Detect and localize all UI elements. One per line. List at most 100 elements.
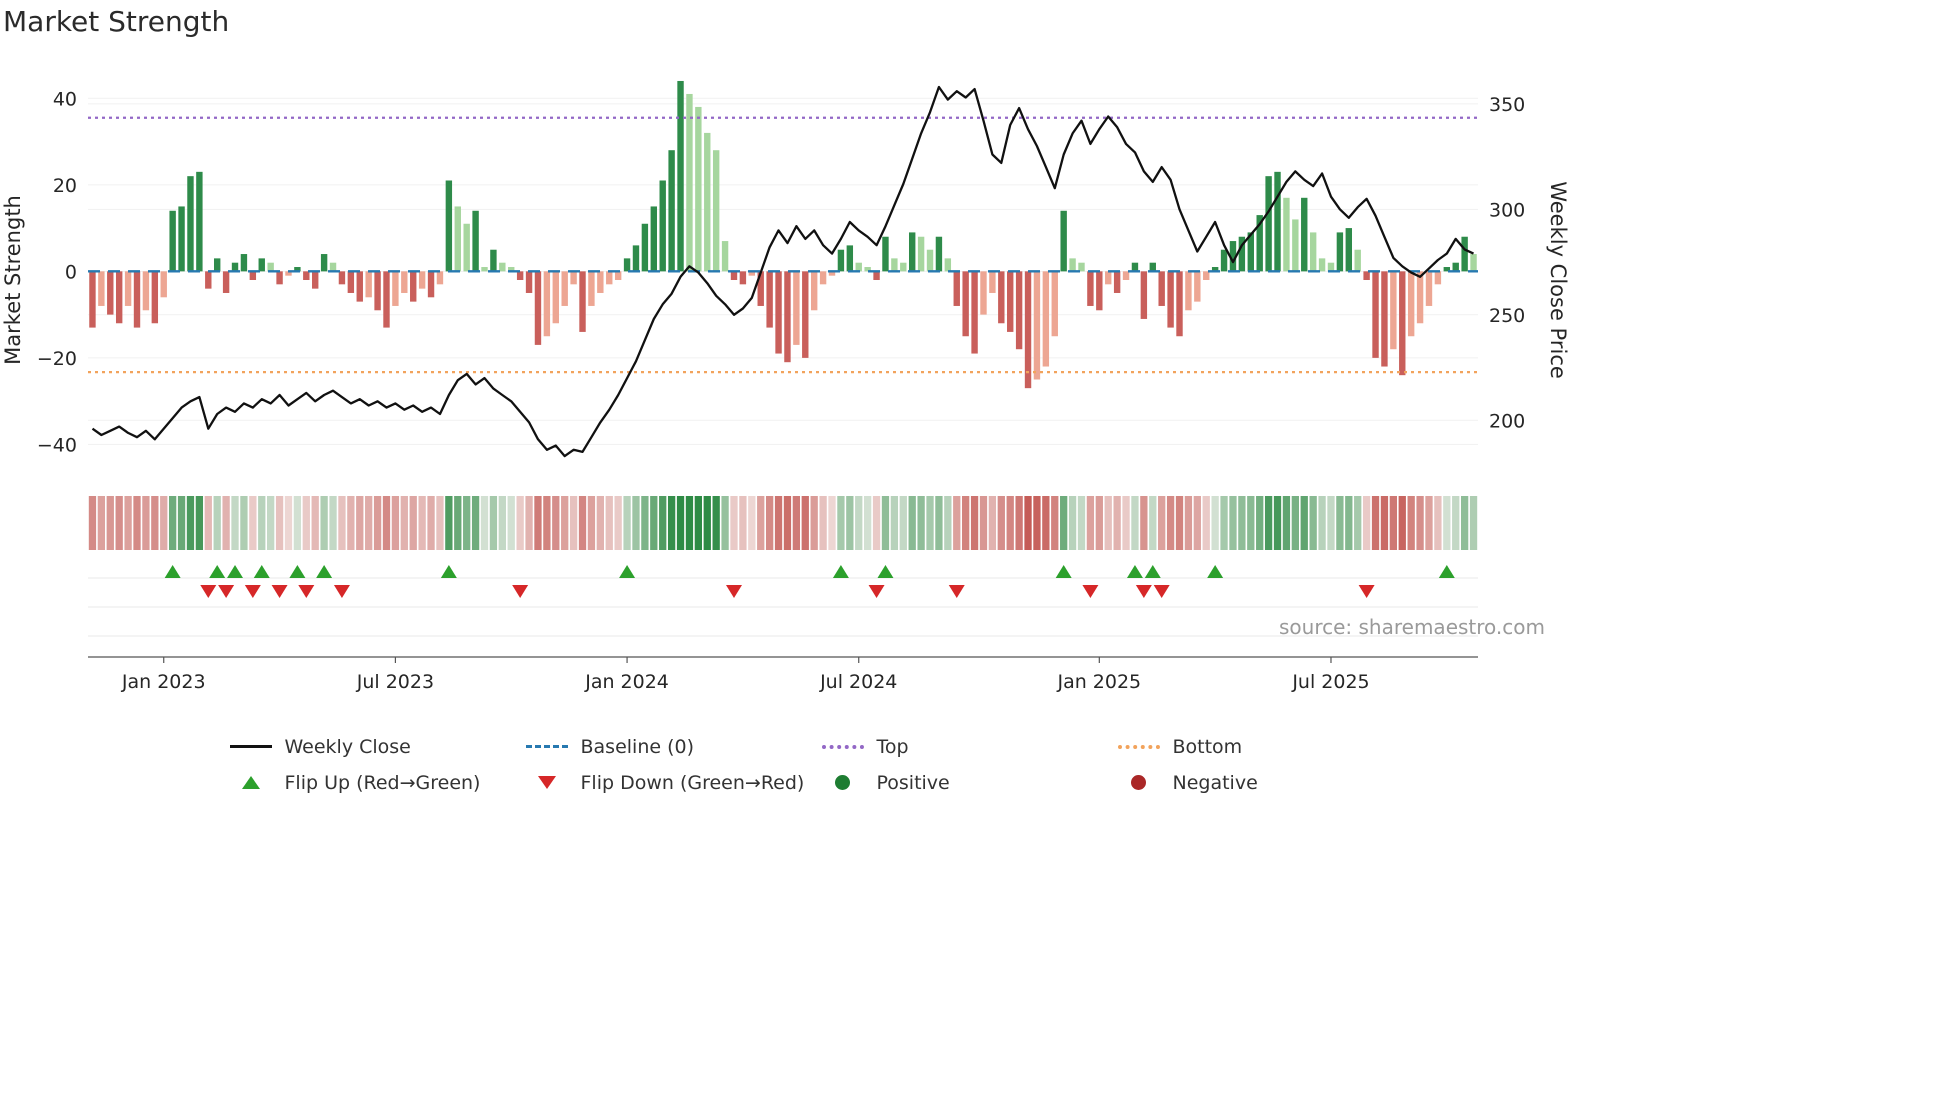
heatmap-cell — [890, 496, 899, 550]
strength-bar — [1167, 271, 1174, 328]
flip-down-marker — [200, 585, 217, 598]
strength-bar — [1327, 262, 1335, 272]
heatmap-cell — [730, 496, 738, 550]
strength-bar — [757, 271, 764, 306]
y-tick-label-right: 250 — [1489, 305, 1525, 327]
heatmap-cell — [258, 496, 266, 550]
strength-bar — [1122, 271, 1130, 280]
strength-bar — [187, 176, 194, 272]
heatmap-cell — [391, 496, 400, 550]
legend-label-weekly-close: Weekly Close — [284, 735, 411, 758]
strength-bar — [1461, 236, 1468, 272]
heatmap-cell — [284, 496, 293, 550]
weekly-close-line — [91, 85, 1474, 458]
heatmap-cell — [659, 496, 667, 550]
strength-bar — [365, 271, 372, 298]
legend-label-bottom: Bottom — [1172, 735, 1243, 758]
strength-bar — [347, 271, 355, 293]
strength-bar — [632, 245, 640, 272]
heatmap-cell — [543, 496, 551, 550]
flip-up-marker — [1126, 565, 1143, 578]
strength-bar — [721, 241, 729, 272]
heatmap-cell — [1282, 496, 1291, 550]
strength-bar — [1158, 271, 1165, 306]
negative-dot-icon — [1118, 775, 1160, 790]
strength-bar — [1470, 254, 1477, 272]
flip-up-marker — [832, 565, 849, 578]
flip-markers — [164, 565, 1455, 598]
strength-bar — [499, 262, 506, 272]
flip-up-marker — [289, 565, 306, 578]
flip-down-marker — [271, 585, 288, 598]
strength-bar — [766, 271, 773, 328]
heatmap-cell — [1300, 496, 1308, 550]
flip-down-marker — [512, 585, 529, 598]
heatmap-cell — [1291, 496, 1299, 550]
heatmap-cell — [1060, 496, 1068, 550]
heatmap-cell — [962, 496, 970, 550]
legend: Weekly Close Baseline (0) Top Bottom Fli… — [88, 733, 1555, 796]
strength-bar — [1024, 271, 1032, 389]
strength-bar — [793, 271, 800, 345]
positive-dot-icon — [822, 775, 864, 790]
legend-item-negative: Negative — [1118, 769, 1414, 796]
flip-down-marker — [244, 585, 261, 598]
heatmap-cell — [97, 496, 106, 550]
y-tick-label-left: −40 — [37, 434, 77, 456]
heatmap-cell — [177, 496, 186, 550]
legend-item-positive: Positive — [822, 769, 1118, 796]
strength-bar — [953, 271, 960, 306]
heatmap-cell — [249, 496, 257, 550]
strength-bar — [151, 271, 159, 324]
heatmap-cell — [953, 496, 961, 550]
strength-bar — [294, 267, 301, 272]
x-tick-label: Jan 2024 — [584, 671, 669, 693]
legend-item-flip-down: Flip Down (Green→Red) — [526, 769, 822, 796]
heatmap-cell — [587, 496, 596, 550]
y-tick-label-right: 350 — [1489, 94, 1525, 116]
heatmap-cell — [222, 496, 230, 550]
x-tick-label: Jul 2023 — [356, 671, 434, 693]
heatmap-cell — [151, 496, 159, 550]
heatmap-cell — [1149, 496, 1157, 550]
heatmap-cell — [1113, 496, 1121, 550]
heatmap-cell — [1416, 496, 1424, 550]
heatmap-cell — [863, 496, 872, 550]
heatmap-cell — [1193, 496, 1201, 550]
heatmap-cell — [373, 496, 382, 550]
strength-bar — [1416, 271, 1424, 324]
heatmap-cell — [926, 496, 934, 550]
heatmap-cell — [917, 496, 925, 550]
heatmap-cell — [944, 496, 952, 550]
heatmap-cell — [489, 496, 498, 550]
strength-bar — [775, 271, 782, 354]
strength-bar — [784, 271, 791, 363]
heatmap-cell — [1238, 496, 1246, 550]
heatmap-cell — [1380, 496, 1389, 550]
y-axis-right: 350 300 250 200 — [1489, 94, 1525, 432]
strength-bar — [1042, 271, 1050, 367]
flip-down-marker — [725, 585, 742, 598]
heatmap-cell — [115, 496, 123, 550]
heatmap-cell — [534, 496, 542, 550]
heatmap-cell — [792, 496, 801, 550]
strength-bar — [196, 171, 203, 272]
heatmap-cell — [106, 496, 114, 550]
heatmap-cell — [160, 496, 168, 550]
heatmap-cell — [748, 496, 756, 550]
strength-bar — [410, 271, 417, 302]
heatmap-cell — [1229, 496, 1237, 550]
legend-label-positive: Positive — [876, 771, 950, 794]
heatmap-cell — [418, 496, 426, 550]
heatmap-cell — [1460, 496, 1469, 550]
heatmap-cell — [124, 496, 132, 550]
heatmap-cell — [721, 496, 729, 550]
strength-bar — [1301, 197, 1308, 272]
heatmap-cell — [1006, 496, 1014, 550]
strength-bar — [1363, 271, 1370, 280]
legend-item-top: Top — [821, 733, 1118, 760]
strength-bar — [427, 271, 435, 298]
heatmap-cell — [1202, 496, 1210, 550]
heatmap-cell — [365, 496, 373, 550]
strength-bar — [231, 262, 239, 272]
